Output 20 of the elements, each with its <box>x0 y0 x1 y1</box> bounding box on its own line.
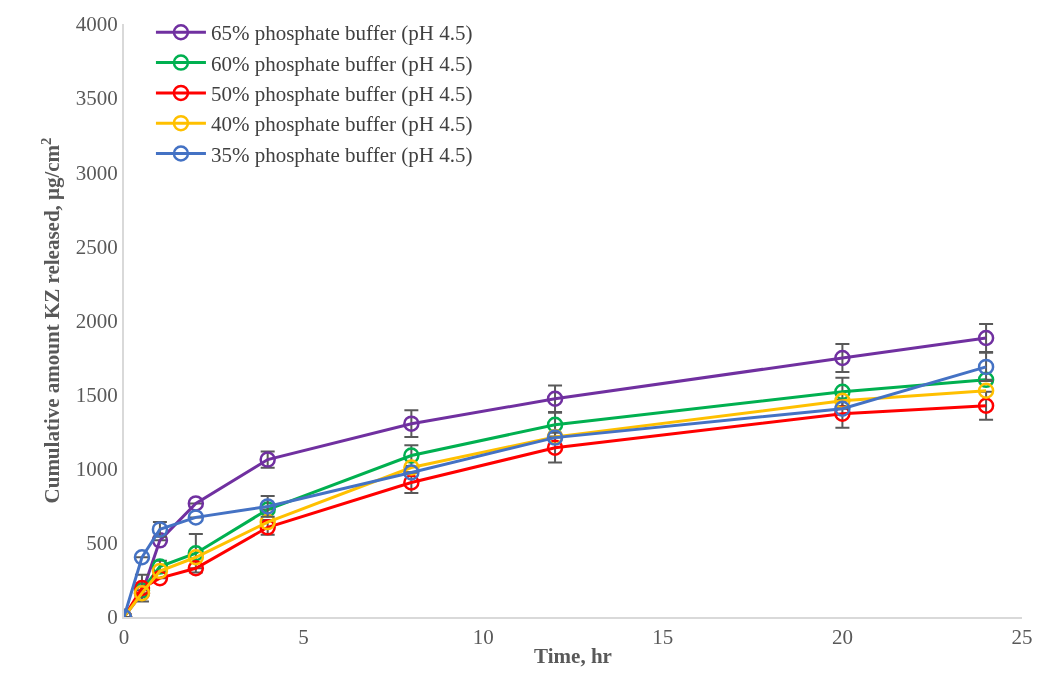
x-tick-label: 15 <box>652 625 674 650</box>
y-tick-label: 1000 <box>75 457 118 482</box>
x-tick-label: 25 <box>1011 625 1033 650</box>
y-tick-label: 2000 <box>75 308 118 333</box>
y-tick-label: 2500 <box>75 234 118 259</box>
legend-label: 50% phosphate buffer (pH 4.5) <box>210 82 473 107</box>
x-axis-title: Time, hr <box>534 643 612 668</box>
y-tick-label: 3000 <box>75 160 118 185</box>
y-tick-label: 1500 <box>75 382 118 407</box>
y-tick-label: 0 <box>107 605 118 630</box>
legend-label: 60% phosphate buffer (pH 4.5) <box>210 51 473 76</box>
legend-label: 40% phosphate buffer (pH 4.5) <box>210 112 473 137</box>
y-tick-label: 500 <box>86 531 118 556</box>
x-tick-label: 5 <box>298 625 309 650</box>
legend-label: 65% phosphate buffer (pH 4.5) <box>210 21 473 46</box>
legend-label: 35% phosphate buffer (pH 4.5) <box>210 142 473 167</box>
x-tick-label: 20 <box>831 625 853 650</box>
y-tick-label: 4000 <box>75 12 118 37</box>
x-tick-label: 10 <box>472 625 494 650</box>
y-tick-label: 3500 <box>75 86 118 111</box>
